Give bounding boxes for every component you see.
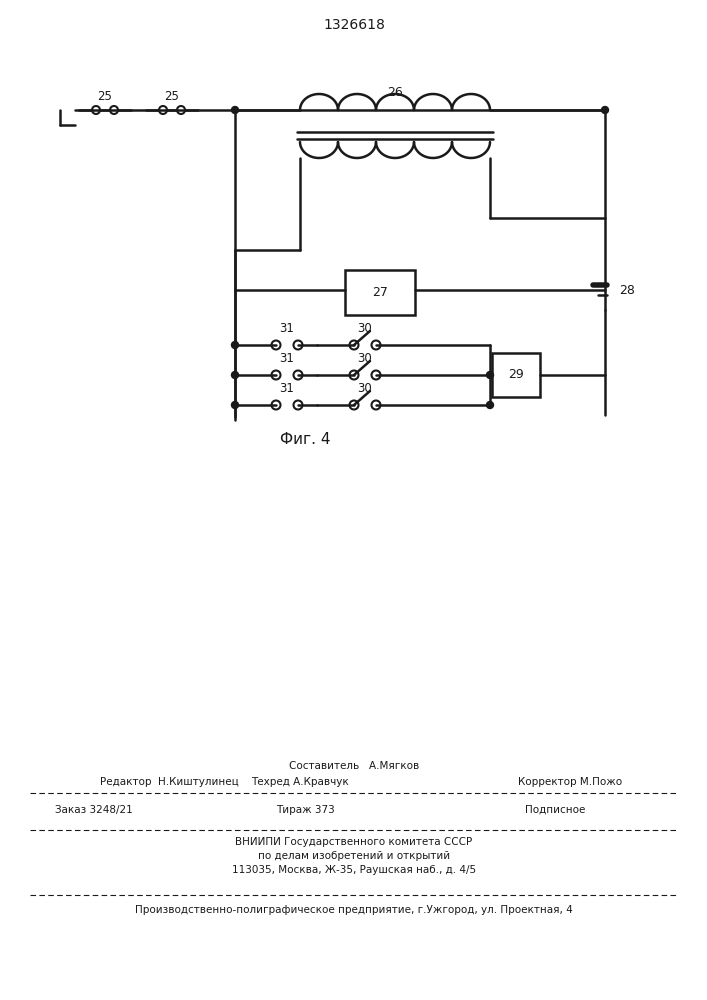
Bar: [492, 353, 540, 397]
Circle shape: [486, 371, 493, 378]
Circle shape: [231, 401, 238, 408]
Text: 29: 29: [508, 368, 524, 381]
Text: Составитель   А.Мягков: Составитель А.Мягков: [289, 761, 419, 771]
Text: Фиг. 4: Фиг. 4: [280, 432, 330, 448]
Text: Техред А.Кравчук: Техред А.Кравчук: [251, 777, 349, 787]
Text: 1326618: 1326618: [323, 18, 385, 32]
Text: 113035, Москва, Ж-35, Раушская наб., д. 4/5: 113035, Москва, Ж-35, Раушская наб., д. …: [232, 865, 476, 875]
Text: 25: 25: [98, 90, 112, 103]
Text: Подписное: Подписное: [525, 805, 585, 815]
Text: Производственно-полиграфическое предприятие, г.Ужгород, ул. Проектная, 4: Производственно-полиграфическое предприя…: [135, 905, 573, 915]
Circle shape: [231, 342, 238, 349]
Text: 31: 31: [279, 322, 294, 336]
Text: 26: 26: [387, 86, 403, 99]
Circle shape: [602, 106, 609, 113]
Circle shape: [231, 106, 238, 113]
Text: Заказ 3248/21: Заказ 3248/21: [55, 805, 133, 815]
Text: по делам изобретений и открытий: по делам изобретений и открытий: [258, 851, 450, 861]
Text: 25: 25: [165, 90, 180, 103]
Text: 31: 31: [279, 353, 294, 365]
Text: 28: 28: [619, 284, 635, 296]
Text: 30: 30: [358, 322, 373, 336]
Text: Корректор М.Пожо: Корректор М.Пожо: [518, 777, 622, 787]
Text: Редактор  Н.Киштулинец: Редактор Н.Киштулинец: [100, 777, 239, 787]
Text: 27: 27: [372, 286, 388, 299]
Text: ВНИИПИ Государственного комитета СССР: ВНИИПИ Государственного комитета СССР: [235, 837, 472, 847]
Text: Тираж 373: Тираж 373: [276, 805, 334, 815]
Text: 31: 31: [279, 382, 294, 395]
Circle shape: [486, 401, 493, 408]
Text: 30: 30: [358, 353, 373, 365]
Circle shape: [231, 371, 238, 378]
Bar: [345, 270, 415, 315]
Text: 30: 30: [358, 382, 373, 395]
